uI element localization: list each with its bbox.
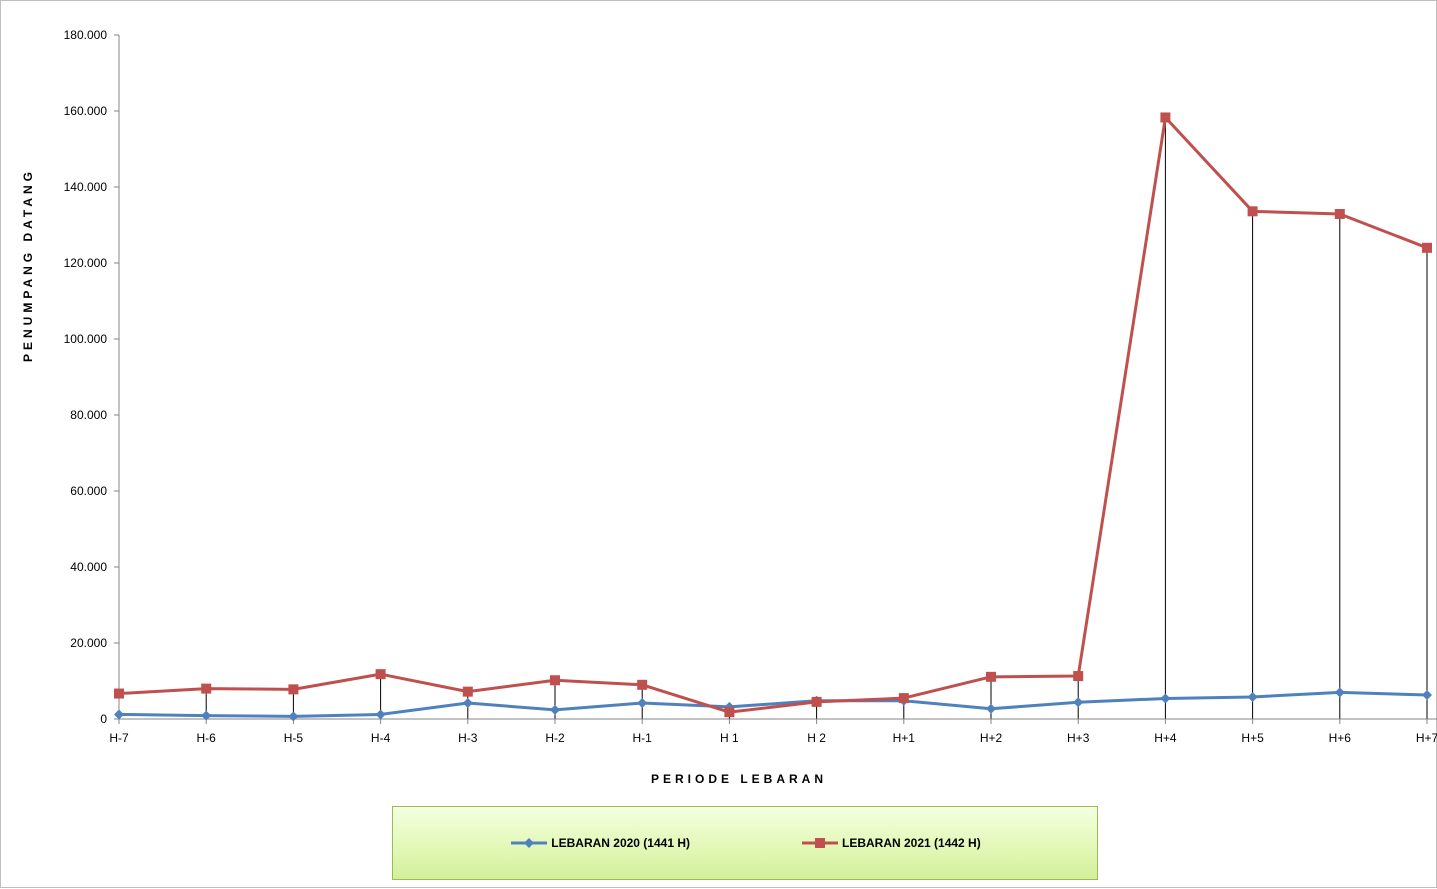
y-tick-label: 180.000 — [64, 28, 108, 42]
series-line-1 — [117, 115, 1429, 714]
data-point-square — [375, 669, 386, 680]
y-tick-label: 40.000 — [70, 560, 107, 574]
y-tick-label: 140.000 — [64, 180, 108, 194]
data-point-diamond — [1334, 687, 1345, 698]
data-point-diamond — [550, 704, 560, 715]
data-point-diamond — [288, 711, 299, 722]
y-tick-label: 160.000 — [64, 104, 108, 118]
x-tick-label: H-4 — [371, 731, 391, 745]
data-point-square — [1334, 208, 1345, 219]
y-tick-label: 120.000 — [64, 256, 108, 270]
data-point-square — [550, 675, 560, 686]
axes: 0 20.000 40.000 60.000 80.000 100.000 120.000 1… — [64, 28, 1437, 745]
legend-item-2021: LEBARAN 2021 (1442 H) — [800, 836, 981, 850]
data-point-diamond — [637, 698, 648, 709]
legend-swatch-2020 — [511, 838, 548, 848]
data-point-diamond — [1160, 693, 1171, 704]
data-point-diamond — [201, 710, 212, 721]
data-point-square — [637, 679, 648, 690]
data-point-diamond — [375, 709, 386, 720]
x-tick-label: H-6 — [197, 731, 217, 745]
data-point-diamond — [114, 709, 124, 720]
data-point-diamond — [1422, 690, 1432, 701]
chart-legend: LEBARAN 2020 (1441 H) LEBARAN 2021 (1442… — [392, 806, 1098, 880]
data-point-square — [811, 696, 822, 707]
y-tick-label: 60.000 — [70, 484, 107, 498]
y-tick-label: 100.000 — [64, 332, 108, 346]
drop-lines — [118, 117, 1428, 719]
x-tick-label: H 1 — [720, 731, 739, 745]
data-point-square — [1422, 242, 1432, 253]
x-tick-label: H-2 — [545, 731, 565, 745]
series-markers — [114, 112, 1432, 722]
x-tick-label: H 2 — [807, 731, 826, 745]
y-tick-label: 20.000 — [70, 636, 107, 650]
x-tick-label: H-1 — [633, 731, 653, 745]
data-point-diamond — [986, 703, 996, 714]
x-tick-label: H+4 — [1154, 731, 1177, 745]
x-tick-label: H+7 — [1416, 731, 1437, 745]
data-point-diamond — [1073, 697, 1084, 708]
x-tick-label: H+2 — [980, 731, 1003, 745]
data-point-square — [288, 684, 299, 695]
data-point-square — [201, 683, 212, 694]
data-point-square — [1247, 206, 1258, 217]
series-lines — [117, 115, 1429, 718]
legend-item-2020: LEBARAN 2020 (1441 H) — [509, 836, 690, 850]
series-line-0 — [117, 690, 1429, 718]
data-point-square — [1073, 671, 1084, 682]
data-point-square — [114, 688, 124, 699]
x-tick-label: H+5 — [1241, 731, 1264, 745]
legend-label-2020: LEBARAN 2020 (1441 H) — [551, 836, 690, 850]
data-point-square — [898, 693, 909, 704]
data-point-square — [724, 707, 735, 718]
y-axis-title: PENUMPANG DATANG — [21, 168, 35, 362]
y-tick-label: 80.000 — [70, 408, 107, 422]
x-tick-label: H+6 — [1329, 731, 1352, 745]
x-tick-label: H-7 — [109, 731, 129, 745]
y-tick-label: 0 — [100, 712, 107, 726]
x-tick-label: H-5 — [284, 731, 304, 745]
data-point-diamond — [462, 698, 473, 709]
data-point-square — [462, 686, 473, 697]
data-point-diamond — [1247, 691, 1258, 702]
x-tick-label: H-3 — [458, 731, 478, 745]
x-tick-label: H+3 — [1067, 731, 1090, 745]
data-point-square — [1160, 112, 1171, 123]
x-axis-title: PERIODE LEBARAN — [651, 772, 827, 786]
x-tick-label: H+1 — [893, 731, 916, 745]
legend-label-2021: LEBARAN 2021 (1442 H) — [842, 836, 981, 850]
legend-swatch-2021 — [802, 838, 838, 848]
data-point-square — [986, 671, 996, 682]
